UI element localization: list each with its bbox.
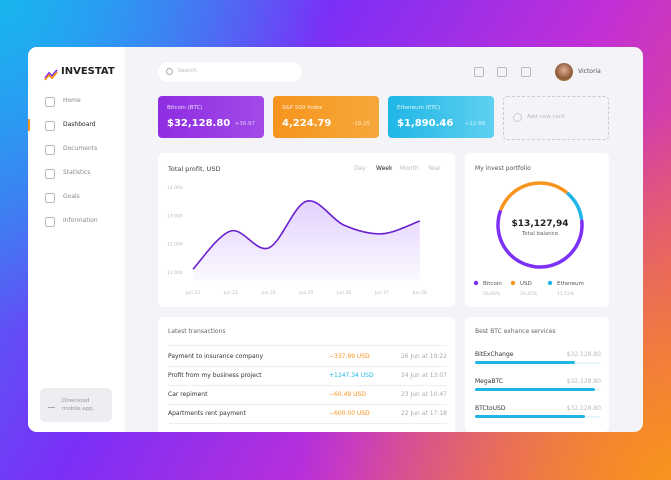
add-icon <box>513 113 522 122</box>
transaction-name[interactable]: Profit from my business project <box>168 372 262 379</box>
services-panel: Best BTC exhance services BitExChange $32,… <box>465 317 609 432</box>
nav-icon <box>45 97 55 107</box>
nav-item[interactable]: Dashboard <box>63 121 96 128</box>
transactions-panel: Latest transactions Payment to insurance … <box>158 317 455 432</box>
nav-item[interactable]: Goals <box>63 193 80 200</box>
download-icon <box>48 400 55 408</box>
transaction-amount: −600.00 USD <box>329 410 370 417</box>
chart-tab[interactable]: Month <box>400 165 419 172</box>
service-value: $32,128.80 <box>566 351 601 358</box>
header-divider <box>168 345 447 346</box>
profit-panel: Total profit, USD Day Week Month Year <box>158 153 455 307</box>
search-box[interactable]: Search <box>158 62 302 82</box>
row-divider <box>168 385 447 386</box>
portfolio-panel: My invest portfolio <box>465 153 609 307</box>
card-value: 4,224.79 <box>282 118 332 129</box>
chart-tab[interactable]: Day <box>354 165 366 172</box>
download-text: Download mobile app <box>62 398 93 412</box>
search-icon <box>166 68 173 75</box>
nav-item[interactable]: Information <box>63 217 98 224</box>
chart-tab[interactable]: Year <box>428 165 441 172</box>
row-divider <box>168 423 447 424</box>
transaction-date: 26 Jun at 19:22 <box>400 353 447 360</box>
transaction-name[interactable]: Apartments rent payment <box>168 410 246 417</box>
transaction-date: 23 Jun at 10:47 <box>400 391 447 398</box>
nav-icon <box>45 121 55 131</box>
search-placeholder: Search <box>178 68 197 74</box>
service-name[interactable]: BTCtoUSD <box>475 405 506 412</box>
transaction-name[interactable]: Payment to insurance company <box>168 353 264 360</box>
asset-card[interactable]: S&P 500 Index 4,224.79 -18.25 <box>273 96 379 138</box>
card-name: Bitcoin (BTC) <box>167 105 203 111</box>
app-window: INVESTAT Home Dashboard Documents Statistics… <box>28 47 643 432</box>
card-change: +12.88 <box>464 121 485 127</box>
service-bar <box>475 361 575 364</box>
service-name[interactable]: MegaBTC <box>475 378 503 385</box>
transaction-amount: −337.99 USD <box>329 353 370 360</box>
service-value: $32,128.80 <box>566 405 601 412</box>
logo-icon <box>44 66 58 81</box>
service-bar <box>475 388 595 391</box>
transaction-amount: +1247.34 USD <box>329 372 374 379</box>
add-card-label: Add new card <box>527 114 565 120</box>
user-name[interactable]: Victoria <box>578 68 601 75</box>
card-change: +36.97 <box>234 121 255 127</box>
service-bar <box>475 415 585 418</box>
transaction-date: 24 Jun at 13:07 <box>400 372 447 379</box>
card-name: S&P 500 Index <box>282 105 323 111</box>
chart-tab[interactable]: Week <box>376 165 393 172</box>
transaction-name[interactable]: Car repiment <box>168 391 208 398</box>
avatar[interactable] <box>555 63 573 81</box>
row-divider <box>168 366 447 367</box>
card-name: Ethereum (ETC) <box>397 105 441 111</box>
card-change: -18.25 <box>352 121 370 127</box>
service-value: $32,128.80 <box>566 378 601 385</box>
asset-card[interactable]: Bitcoin (BTC) $32,128.80 +36.97 <box>158 96 264 138</box>
header-icon[interactable] <box>497 67 507 77</box>
header-icon[interactable] <box>474 67 484 77</box>
nav-icon <box>45 217 55 227</box>
download-button[interactable]: Download mobile app <box>40 388 112 422</box>
nav-icon <box>45 193 55 203</box>
active-indicator <box>28 119 30 131</box>
row-divider <box>168 404 447 405</box>
services-title: Best BTC exhance services <box>475 328 556 335</box>
chart-title: Total profit, USD <box>168 165 221 173</box>
card-value: $1,890.46 <box>397 118 454 129</box>
nav-item[interactable]: Home <box>63 97 81 104</box>
nav-item[interactable]: Documents <box>63 145 98 152</box>
card-value: $32,128.80 <box>167 118 231 129</box>
service-name[interactable]: BitExChange <box>475 351 514 358</box>
asset-card[interactable]: Ethereum (ETC) $1,890.46 +12.88 <box>388 96 494 138</box>
transactions-title: Latest transactions <box>168 328 226 335</box>
transaction-date: 22 Jun at 17:18 <box>400 410 447 417</box>
header-icon[interactable] <box>521 67 531 77</box>
portfolio-title: My invest portfolio <box>475 165 531 172</box>
transaction-amount: −60.49 USD <box>329 391 366 398</box>
nav-item[interactable]: Statistics <box>63 169 91 176</box>
sidebar: INVESTAT Home Dashboard Documents Statistics… <box>28 47 125 432</box>
nav-icon <box>45 169 55 179</box>
nav-icon <box>45 145 55 155</box>
add-card[interactable]: Add new card <box>503 96 609 140</box>
brand: INVESTAT <box>61 66 115 77</box>
